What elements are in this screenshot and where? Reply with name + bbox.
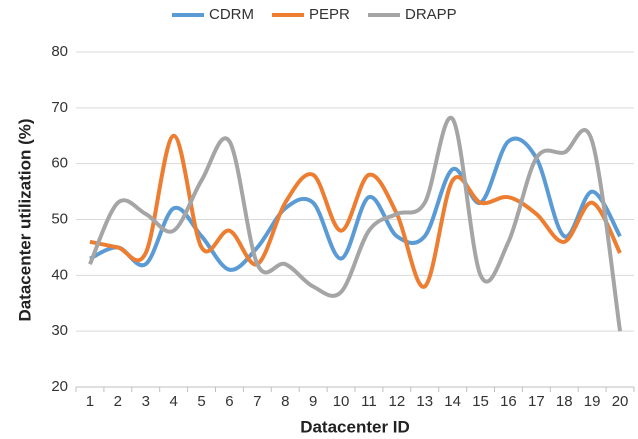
- x-tick-label: 5: [197, 393, 205, 410]
- x-tick-label: 17: [528, 393, 545, 410]
- y-tick-label: 30: [51, 322, 68, 339]
- x-tick-label: 3: [142, 393, 150, 410]
- y-tick-label: 50: [51, 210, 68, 227]
- y-tick-label: 60: [51, 155, 68, 172]
- x-tick-label: 20: [612, 393, 629, 410]
- y-tick-label: 70: [51, 99, 68, 116]
- line-series: [89, 133, 622, 289]
- x-tick-label: 11: [361, 393, 377, 410]
- legend-label: CDRM: [209, 6, 254, 23]
- x-tick-label: 18: [556, 393, 573, 410]
- legend-label: PEPR: [309, 6, 350, 23]
- x-tick-label: 2: [114, 393, 122, 410]
- x-axis-title: Datacenter ID: [300, 417, 410, 436]
- x-tick-label: 1: [86, 393, 94, 410]
- x-tick-label: 10: [333, 393, 350, 410]
- x-tick-label: 8: [281, 393, 289, 410]
- y-tick-label: 80: [51, 43, 68, 60]
- line-series: [88, 115, 623, 332]
- x-tick-label: 7: [253, 393, 261, 410]
- legend-label: DRAPP: [405, 6, 457, 23]
- y-tick-label: 40: [51, 266, 68, 283]
- x-tick-label: 15: [472, 393, 489, 410]
- x-tick-label: 4: [169, 393, 177, 410]
- x-tick-label: 16: [500, 393, 517, 410]
- x-tick-label: 6: [225, 393, 233, 410]
- x-tick-label: 9: [309, 393, 317, 410]
- x-tick-label: 13: [416, 393, 433, 410]
- x-tick-label: 19: [584, 393, 601, 410]
- x-tick-label: 14: [444, 393, 461, 410]
- y-tick-label: 20: [51, 378, 68, 395]
- x-tick-label: 12: [389, 393, 406, 410]
- y-axis-title: Datacenter utilization (%): [15, 118, 34, 321]
